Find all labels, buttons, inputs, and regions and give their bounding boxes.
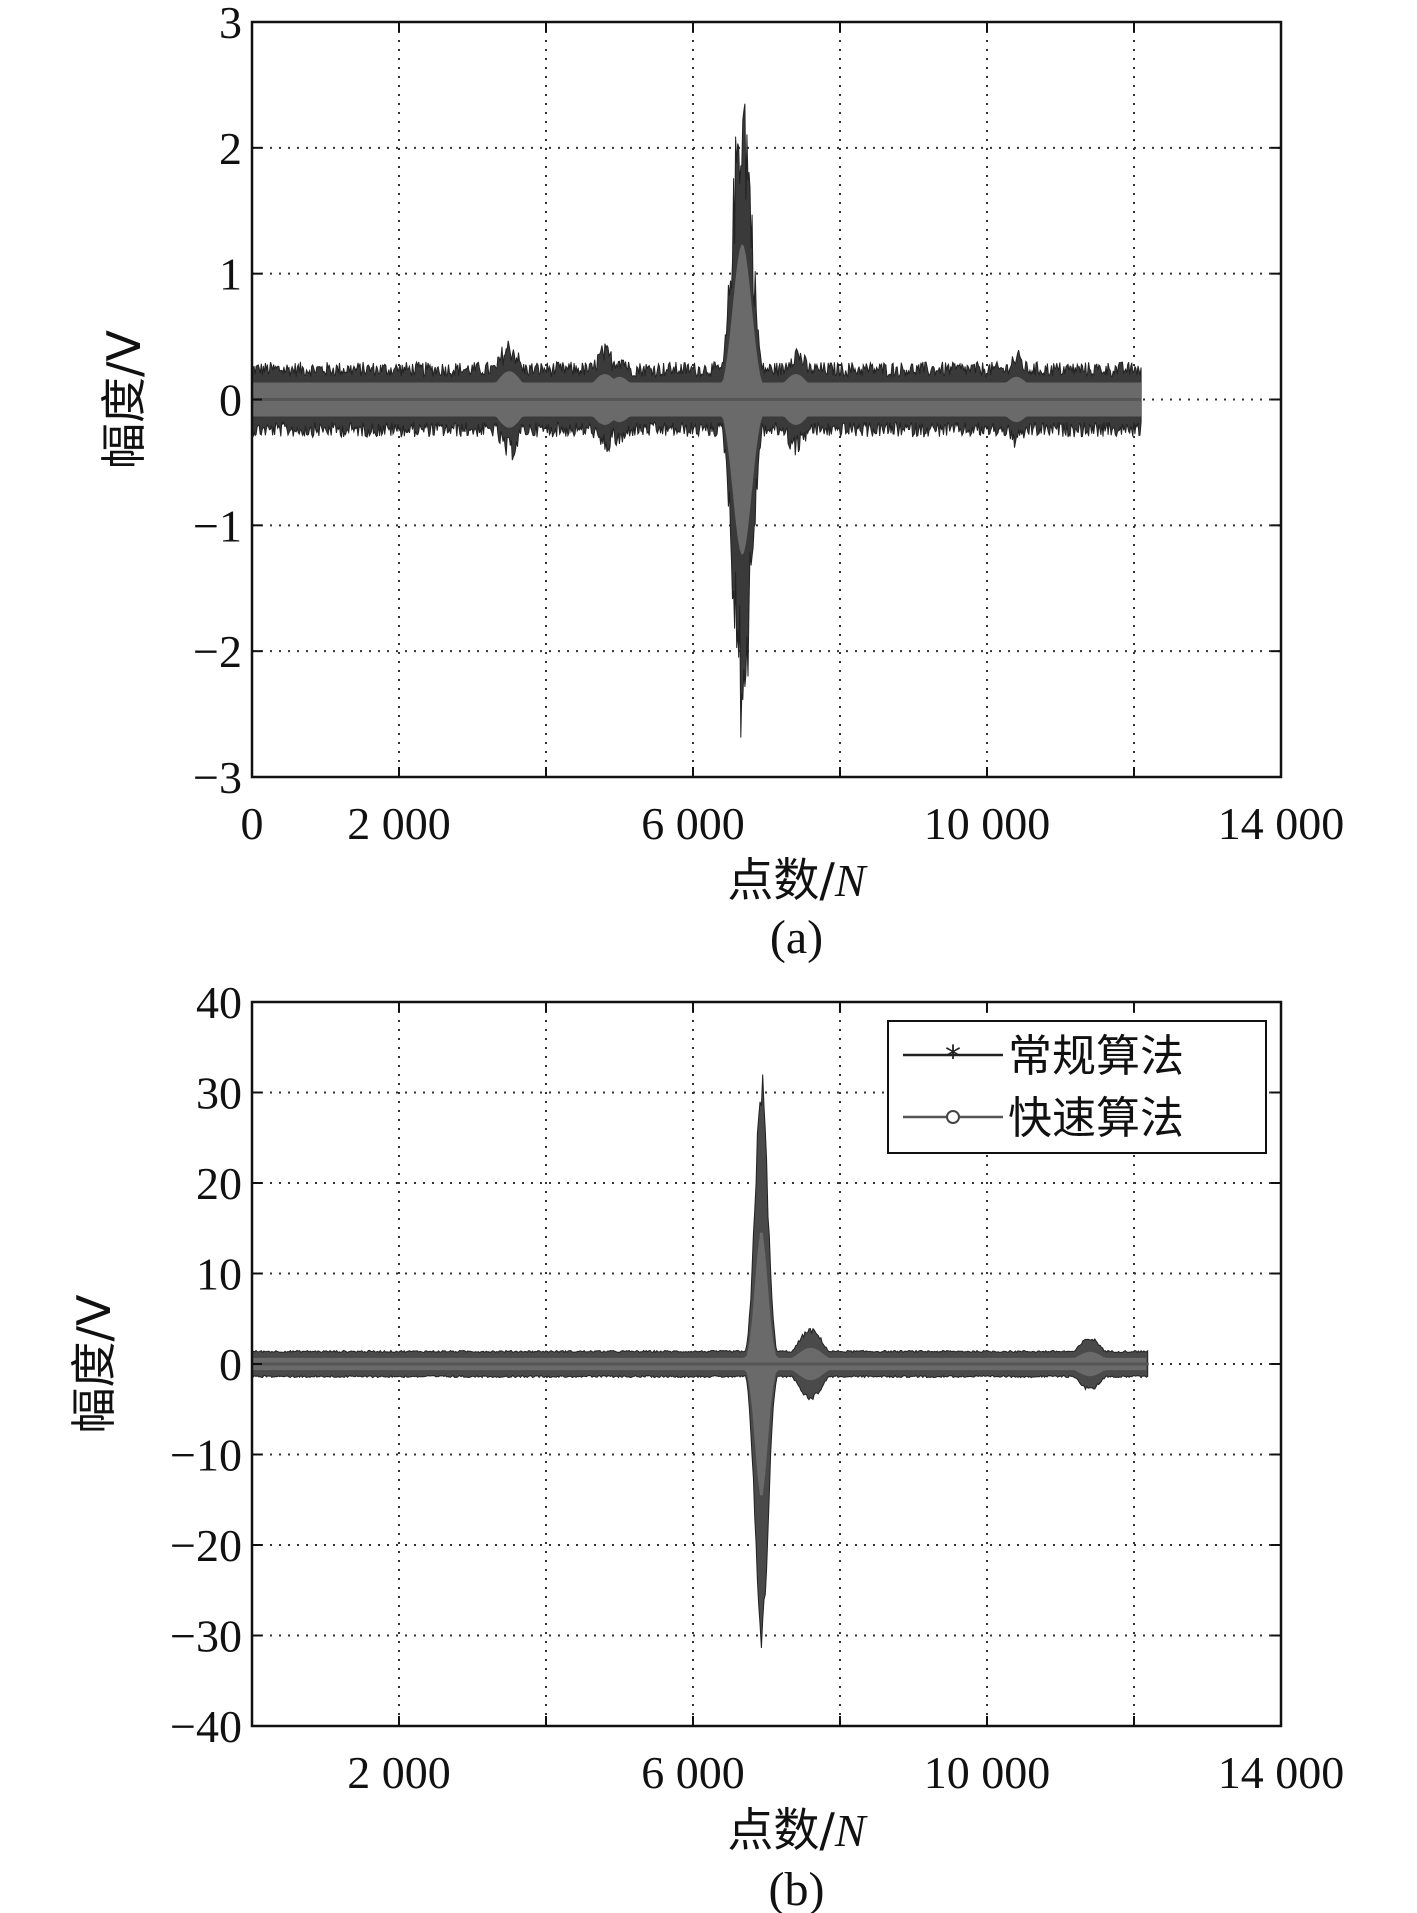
x-tick-label: 10 000 [924, 1747, 1051, 1798]
y-axis-label-b: 幅度/V [67, 1294, 121, 1433]
x-axis-label-b: 点数/N [727, 1803, 868, 1857]
y-tick-label: 30 [196, 1068, 242, 1119]
y-tick-label: 1 [219, 249, 242, 300]
legend-entry-conventional: * 常规算法 [903, 1031, 1184, 1082]
x-axis-label-a: 点数/N [727, 853, 868, 907]
x-tick-label: 14 000 [1218, 798, 1345, 849]
y-tick-label: 0 [219, 375, 242, 426]
legend-label-conventional: 常规算法 [1008, 1031, 1184, 1082]
y-tick-label: −3 [193, 752, 242, 803]
chart-panel-b: 40 30 20 10 0 −10 −20 −30 −40 2 000 6 000 10 000 14… [67, 977, 1344, 1913]
legend-label-fast: 快速算法 [1008, 1093, 1184, 1144]
y-tick-label: −1 [193, 500, 242, 551]
y-tick-label: 10 [196, 1249, 242, 1300]
x-axis-label-b-main: 点数/ [727, 1803, 835, 1857]
y-tick-label: 20 [196, 1158, 242, 1209]
x-ticks-b: 2 000 6 000 10 000 14 000 [251, 1002, 1345, 1798]
x-axis-label-a-italic: N [834, 855, 868, 906]
x-ticks-a: 0 2 000 6 000 10 000 14 000 [241, 22, 1345, 849]
x-tick-label: 2 000 [347, 1747, 451, 1798]
caption-b: (b) [769, 1863, 825, 1913]
signal-a [251, 103, 1142, 738]
signal-b [251, 1074, 1149, 1649]
y-ticks-b: 40 30 20 10 0 −10 −20 −30 −40 [170, 977, 1281, 1752]
signal-envelope [251, 103, 1142, 738]
x-axis-label-b-italic: N [834, 1805, 868, 1856]
y-axis-label-a: 幅度/V [97, 329, 151, 468]
legend: * 常规算法 快速算法 [887, 1020, 1267, 1154]
legend-marker-star: * [945, 1038, 961, 1076]
x-axis-label-a-main: 点数/ [727, 853, 835, 907]
y-tick-label: −2 [193, 626, 242, 677]
y-tick-label: 3 [219, 0, 242, 48]
x-tick-label: 0 [241, 798, 264, 849]
y-tick-label: 40 [196, 977, 242, 1028]
y-ticks-a: 3 2 1 0 −1 −2 −3 [193, 0, 1281, 803]
y-tick-label: −40 [170, 1701, 242, 1752]
x-tick-label: 6 000 [641, 1747, 745, 1798]
y-tick-label: −30 [170, 1611, 242, 1662]
y-tick-label: −10 [170, 1430, 242, 1481]
legend-box [887, 1020, 1267, 1154]
legend-marker-circle [946, 1110, 960, 1124]
x-tick-label: 2 000 [347, 798, 451, 849]
caption-a: (a) [770, 911, 823, 964]
x-tick-label: 14 000 [1218, 1747, 1345, 1798]
y-tick-label: −20 [170, 1520, 242, 1571]
x-tick-label: 10 000 [924, 798, 1051, 849]
y-tick-label: 0 [219, 1339, 242, 1390]
legend-entry-fast: 快速算法 [903, 1093, 1184, 1144]
x-tick-label: 6 000 [641, 798, 745, 849]
y-tick-label: 2 [219, 123, 242, 174]
